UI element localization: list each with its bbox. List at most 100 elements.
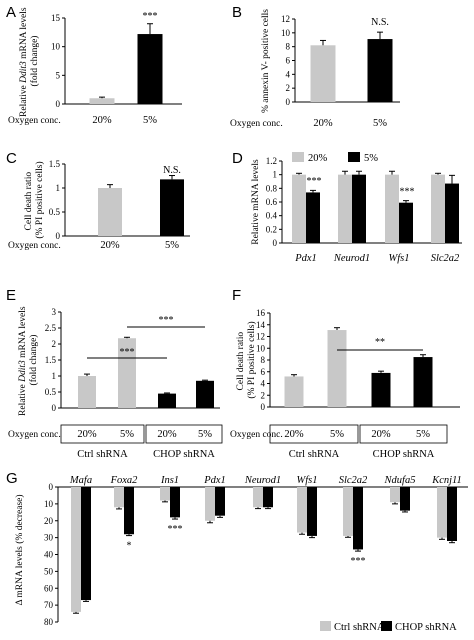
bar-G-0-Pdx1 <box>205 487 215 521</box>
bar-E-0 <box>78 376 96 408</box>
y-tick-label: 8 <box>261 355 266 365</box>
x-tick-label-F-1: 5% <box>330 429 344 440</box>
bar-G-1-Mafa <box>81 487 91 601</box>
group-label-E-chop: CHOP shRNA <box>153 449 215 460</box>
x-tick-label-G-Ins1: Ins1 <box>160 475 179 486</box>
y-tick-label: 4 <box>286 69 291 79</box>
bar-G-1-Neurod1 <box>263 487 273 508</box>
y-axis-label-E-part: (fold change) <box>28 335 39 386</box>
y-tick-label: 0.8 <box>266 183 278 193</box>
y-tick-label: 50 <box>44 566 54 576</box>
y-tick-label: 8 <box>286 42 291 52</box>
y-tick-label: 10 <box>281 28 291 38</box>
y-axis-label-E-part: Relative <box>18 382 28 416</box>
panel-letter-E: E <box>6 287 16 304</box>
group-label-A: Oxygen conc. <box>8 116 61 126</box>
group-box-E-ctrl <box>60 424 145 444</box>
y-tick-label: 1 <box>273 170 278 180</box>
bar-E-2 <box>158 393 176 408</box>
y-tick-label: 2.5 <box>45 323 57 333</box>
bar-G-0-Neurod1 <box>253 487 263 508</box>
y-axis-label-C-line: (% PI positive cells) <box>34 161 45 238</box>
y-axis-label-A-line: (fold change) <box>29 36 40 87</box>
y-tick-label: 2 <box>261 390 266 400</box>
y-axis-label-D: Relative mRNA levels <box>251 159 261 245</box>
bar-F-2 <box>371 372 391 407</box>
bar-F-1 <box>327 330 347 407</box>
bar-G-0-Ins1 <box>160 487 170 501</box>
y-tick-label: 2 <box>52 339 57 349</box>
panel-letter-C: C <box>6 150 17 167</box>
x-tick-label-G-Slc2a2: Slc2a2 <box>339 475 368 486</box>
significance-G-Slc2a2: *** <box>351 556 366 567</box>
x-tick-label-E-2: 20% <box>157 429 177 440</box>
bar-B-0 <box>310 45 336 102</box>
bar-D-20%-Wfs1 <box>385 174 399 243</box>
x-tick-label-F-3: 5% <box>416 429 430 440</box>
y-axis-label-G-part: Δ mRNA levels (% decrease) <box>14 494 25 605</box>
group-label-C: Oxygen conc. <box>8 241 61 251</box>
x-tick-label-F-0: 20% <box>284 429 304 440</box>
y-axis-label-C-line: Cell death ratio <box>24 170 34 231</box>
significance-D-Wfs1: *** <box>400 186 415 197</box>
legend-label-D-0: 20% <box>308 153 328 164</box>
y-axis-label-D-line: Relative mRNA levels <box>251 159 261 245</box>
significance-D-Pdx1: *** <box>307 176 322 187</box>
y-axis-label-C-part: (% PI positive cells) <box>34 161 45 238</box>
y-tick-label: 5 <box>56 70 61 80</box>
y-tick-label: 0.5 <box>45 387 57 397</box>
bar-G-1-Wfs1 <box>307 487 317 536</box>
y-tick-label: 12 <box>256 332 265 342</box>
group-box-F-chop <box>359 424 448 444</box>
y-tick-label: 0 <box>56 231 61 241</box>
x-tick-label-C-1: 5% <box>165 240 179 251</box>
y-axis-label-C-part: Cell death ratio <box>24 170 34 231</box>
bar-D-5%-Pdx1 <box>306 192 320 243</box>
x-tick-label-B-0: 20% <box>313 118 333 129</box>
group-label-E-ctrl: Ctrl shRNA <box>77 449 128 460</box>
bar-D-20%-Pdx1 <box>292 174 306 243</box>
y-tick-label: 0 <box>56 99 61 109</box>
bar-D-20%-Slc2a2 <box>431 174 445 243</box>
y-tick-label: 1.5 <box>45 355 57 365</box>
bar-G-0-Mafa <box>71 487 81 612</box>
bar-G-0-Foxa2 <box>114 487 124 508</box>
y-axis-label-G-line: Δ mRNA levels (% decrease) <box>14 494 25 605</box>
y-tick-label: 10 <box>44 499 54 509</box>
y-tick-label: 0.2 <box>266 224 277 234</box>
y-axis-label-A-part: mRNA levels <box>19 5 29 61</box>
y-tick-label: 1 <box>56 183 61 193</box>
y-axis-label-F-line: Cell death ratio <box>236 330 246 391</box>
bar-G-0-Ndufa5 <box>390 487 400 503</box>
bar-G-0-Kcnj11 <box>437 487 447 538</box>
legend-label-D-1: 5% <box>364 153 378 164</box>
y-axis-label-A: Relative Ddit3 mRNA levels (fold change) <box>19 5 40 117</box>
panel-letter-B: B <box>232 4 242 21</box>
panel-letter-F: F <box>232 287 241 304</box>
panel-letter-G: G <box>6 470 18 487</box>
bar-D-20%-Neurod1 <box>338 174 352 243</box>
group-label-B: Oxygen conc. <box>230 119 283 129</box>
legend-swatch-D-1 <box>348 152 360 162</box>
bar-G-1-Kcnj11 <box>447 487 457 541</box>
y-tick-label: 10 <box>51 42 61 52</box>
legend-swatch-G-0 <box>320 621 331 631</box>
y-tick-label: 16 <box>256 308 266 318</box>
significance-E-0: *** <box>120 347 135 358</box>
y-axis-label-E-line: Relative Ddit3 mRNA levels <box>18 304 28 416</box>
x-tick-label-G-Neurod1: Neurod1 <box>244 475 281 486</box>
y-tick-label: 6 <box>261 367 266 377</box>
x-tick-label-E-1: 5% <box>120 429 134 440</box>
bar-G-1-Pdx1 <box>215 487 225 516</box>
x-tick-label-G-Kcnj11: Kcnj11 <box>431 475 462 486</box>
bar-G-1-Foxa2 <box>124 487 134 535</box>
x-tick-label-D-Neurod1: Neurod1 <box>333 253 370 264</box>
bar-C-0 <box>98 188 122 236</box>
y-tick-label: 40 <box>44 550 54 560</box>
x-tick-label-D-Pdx1: Pdx1 <box>294 253 317 264</box>
y-tick-label: 4 <box>261 379 266 389</box>
legend-swatch-G-1 <box>381 621 392 631</box>
bar-D-5%-Wfs1 <box>399 202 413 243</box>
y-tick-label: 30 <box>44 533 54 543</box>
bar-F-3 <box>413 357 433 407</box>
